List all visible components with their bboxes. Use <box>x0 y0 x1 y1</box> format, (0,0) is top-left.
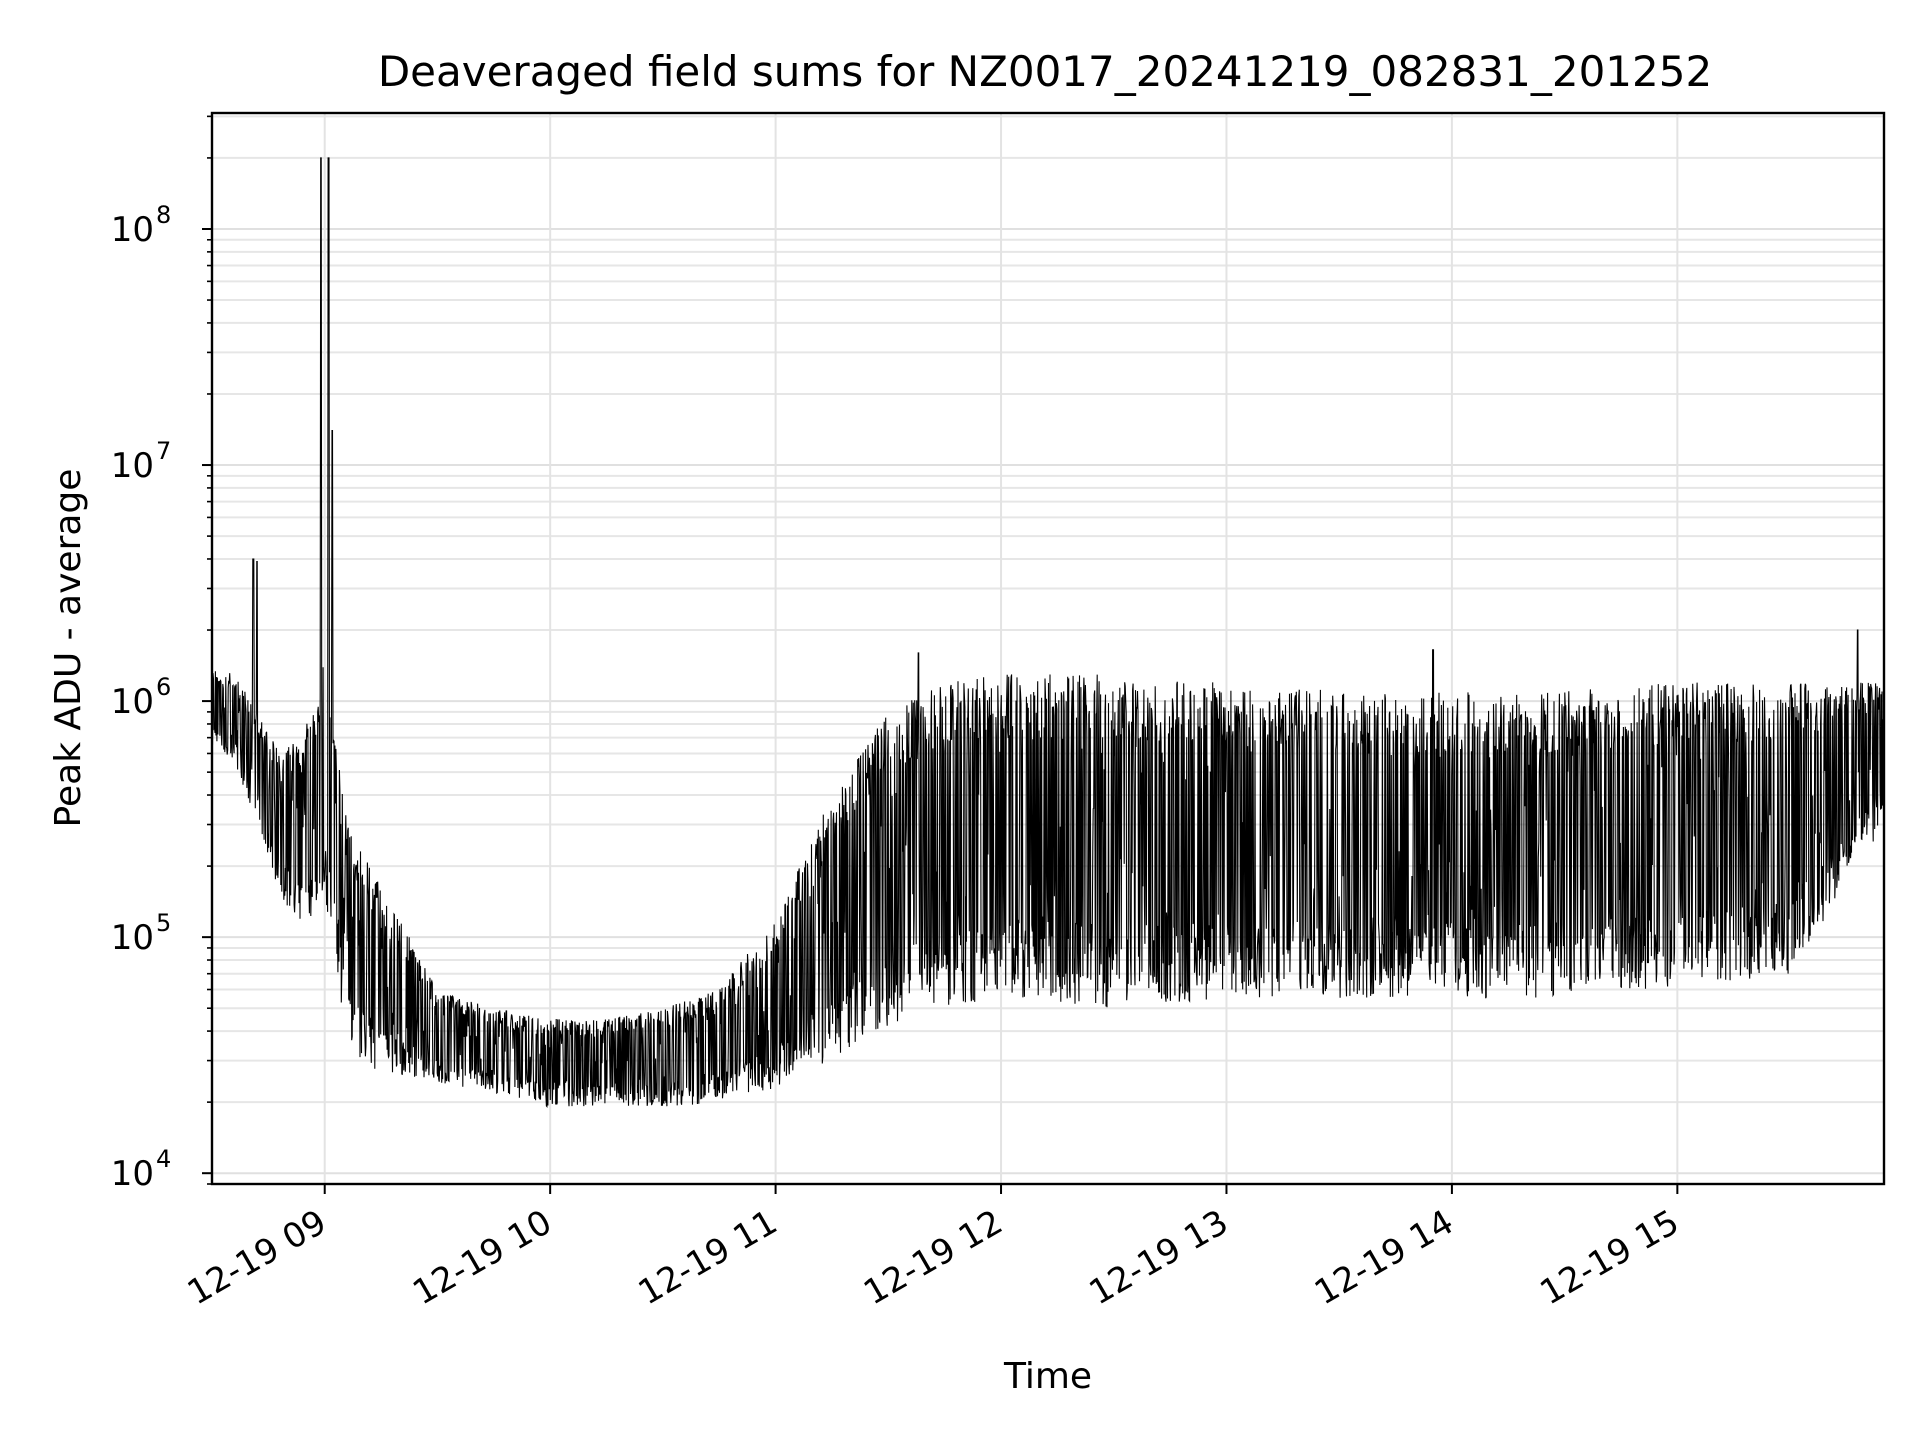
y-axis-label: Peak ADU - average <box>48 469 89 828</box>
series-layer <box>212 157 1884 1109</box>
y-tick-exponent: 4 <box>156 1145 171 1173</box>
y-tick-exponent: 8 <box>156 201 171 229</box>
y-tick-exponent: 7 <box>156 437 171 465</box>
y-tick-label: 10 <box>111 682 154 722</box>
chart-title: Deaveraged field sums for NZ0017_2024121… <box>378 47 1712 96</box>
y-tick-label: 10 <box>111 446 154 486</box>
x-axis-label: Time <box>1003 1356 1092 1397</box>
y-tick-exponent: 5 <box>156 909 171 937</box>
y-tick-label: 10 <box>111 918 154 958</box>
series-line <box>212 157 1884 1109</box>
y-tick-exponent: 6 <box>156 673 171 701</box>
plot-frame <box>210 111 1886 1186</box>
y-tick-label: 10 <box>111 1154 154 1194</box>
y-tick-label: 10 <box>111 210 154 250</box>
